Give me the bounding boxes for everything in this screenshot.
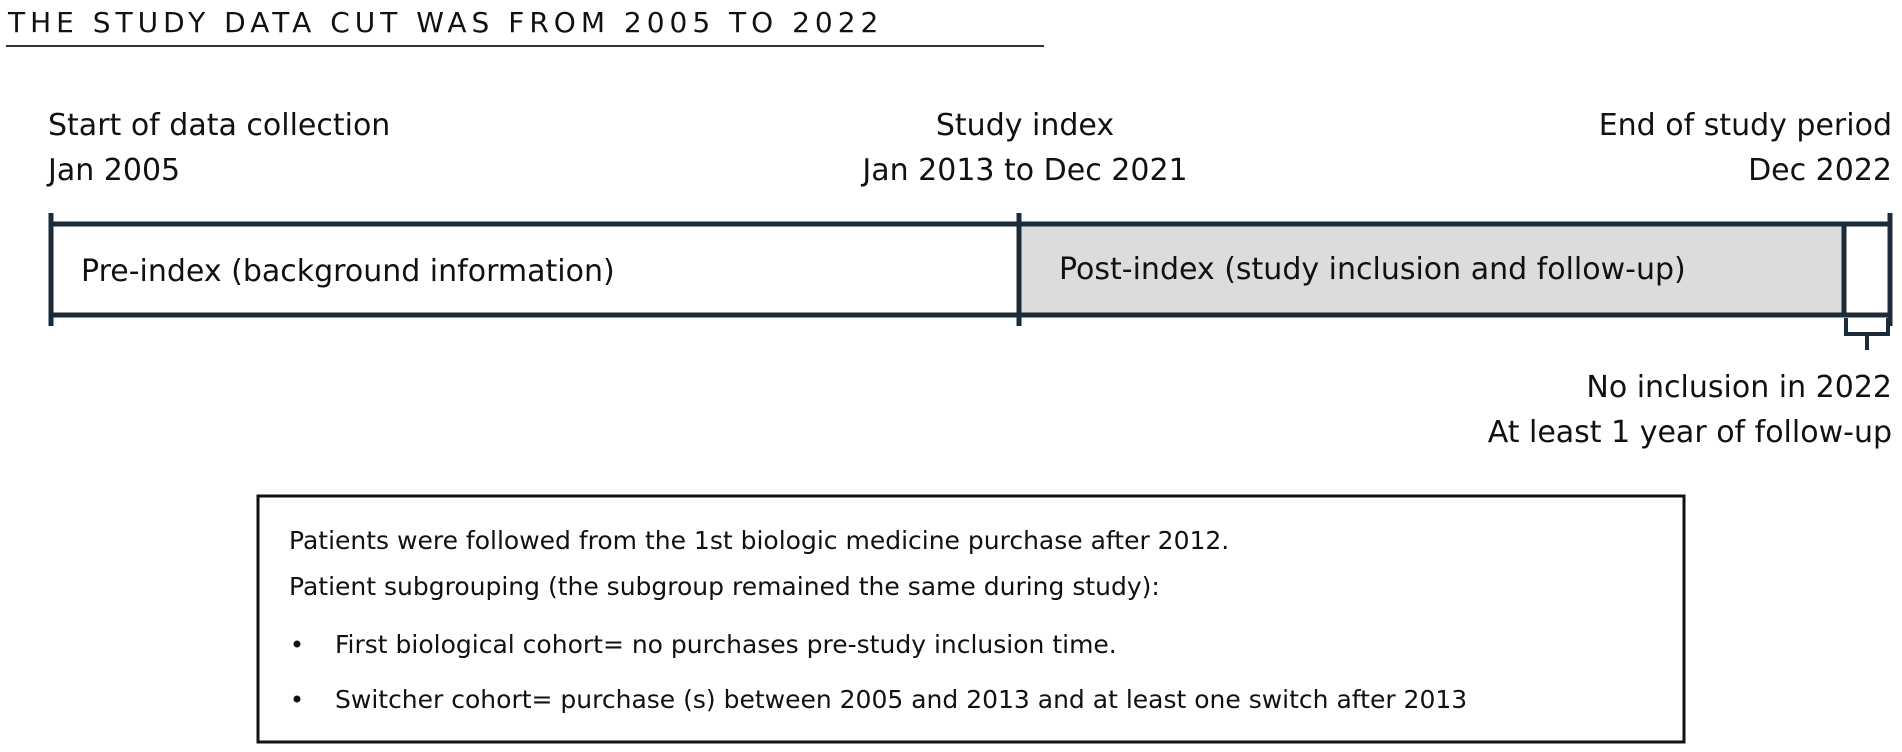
end-note: No inclusion in 2022	[1586, 370, 1892, 405]
index-label: Study index	[936, 108, 1114, 143]
post-fill	[1019, 224, 1844, 315]
start-date: Jan 2005	[46, 153, 180, 188]
end-note: At least 1 year of follow-up	[1488, 415, 1892, 450]
bracket	[1844, 318, 1890, 350]
index-date: Jan 2013 to Dec 2021	[860, 153, 1187, 188]
title: THE STUDY DATA CUT WAS FROM 2005 TO 2022	[7, 6, 883, 39]
bullet	[293, 640, 301, 648]
post-period: Post-index (study inclusion and follow-u…	[1059, 252, 1686, 287]
pre-period: Pre-index (background information)	[81, 254, 615, 289]
end-label: End of study period	[1599, 108, 1892, 143]
note-box	[256, 494, 1686, 744]
note-line: Patients were followed from the 1st biol…	[289, 526, 1229, 555]
start-label: Start of data collection	[48, 108, 390, 143]
note-bullet: First biological cohort= no purchases pr…	[335, 630, 1117, 659]
bullet	[293, 695, 301, 703]
end-date: Dec 2022	[1748, 153, 1892, 188]
note-bullet: Switcher cohort= purchase (s) between 20…	[335, 685, 1467, 714]
note-line: Patient subgrouping (the subgroup remain…	[289, 572, 1160, 601]
